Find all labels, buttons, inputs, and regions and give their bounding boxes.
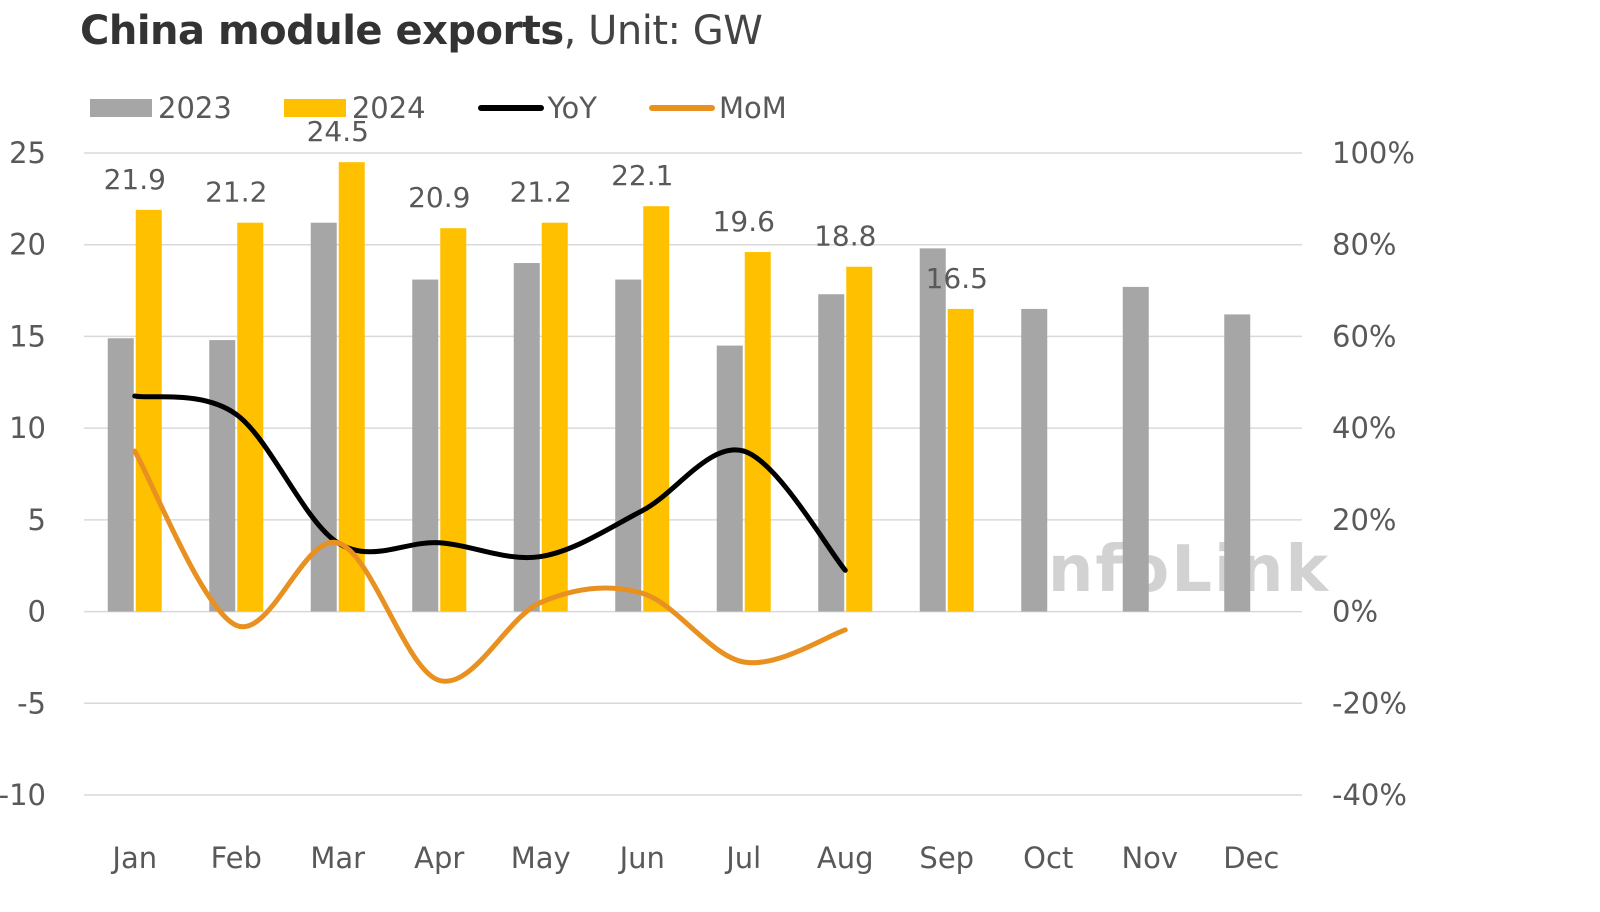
watermark-text: InfoLink — [1022, 533, 1330, 607]
y-left-tick-label: 15 — [9, 319, 46, 353]
bar-2024 — [846, 266, 873, 612]
y-left-tick-label: 10 — [9, 411, 46, 445]
y-right-tick-label: -20% — [1332, 686, 1407, 720]
bar-2024 — [643, 206, 670, 612]
legend-swatch-mom — [648, 105, 715, 111]
chart-title: China module exports, Unit: GW — [80, 8, 763, 54]
x-tick-label: Jan — [110, 841, 157, 875]
bar-2023 — [818, 294, 845, 612]
y-left-tick-label: 0 — [28, 595, 46, 629]
legend: 2023 2024 YoY MoM — [90, 88, 839, 128]
y-right-tick-label: 0% — [1332, 595, 1378, 629]
bar-2024 — [541, 222, 568, 612]
bar-2023 — [513, 263, 540, 612]
data-label-2024: 18.8 — [814, 220, 876, 253]
y-left-tick-label: 5 — [28, 503, 46, 537]
y-right-tick-label: 20% — [1332, 503, 1396, 537]
legend-swatch-yoy — [477, 105, 544, 111]
y-right-tick-label: -40% — [1332, 778, 1407, 812]
x-tick-label: Apr — [414, 841, 464, 875]
data-label-2024: 21.9 — [104, 163, 166, 196]
y-right-tick-label: 60% — [1332, 319, 1396, 353]
bar-2023 — [615, 279, 642, 612]
x-tick-label: Nov — [1121, 841, 1178, 875]
data-label-2024: 24.5 — [307, 115, 369, 148]
bar-2023 — [1021, 308, 1048, 612]
legend-item-mom: MoM — [648, 91, 787, 125]
data-label-2024: 21.2 — [205, 176, 267, 209]
data-label-2024: 21.2 — [510, 176, 572, 209]
bar-2023 — [1122, 286, 1149, 612]
x-tick-label: Sep — [919, 841, 974, 875]
axis-ticks-layer: 25 100% 20 80% 15 60% 10 40% 5 20% 0 0% -5 -20% -10 -40… — [0, 136, 1415, 875]
legend-item-2024: 2024 — [283, 91, 426, 125]
bar-2024 — [338, 162, 365, 612]
legend-label-yoy: YoY — [547, 91, 597, 125]
data-label-2024: 22.1 — [611, 159, 673, 192]
y-left-tick-label: 20 — [9, 228, 46, 262]
data-label-2024: 16.5 — [926, 262, 988, 295]
legend-swatch-2023 — [90, 99, 152, 117]
bar-2023 — [919, 248, 946, 612]
watermark-layer: InfoLink — [1022, 533, 1330, 607]
x-tick-label: Feb — [211, 841, 262, 875]
x-tick-label: Dec — [1223, 841, 1279, 875]
bar-2023 — [412, 279, 439, 612]
bar-2024 — [744, 252, 771, 612]
gridlines — [84, 152, 1302, 796]
y-right-tick-label: 40% — [1332, 411, 1396, 445]
chart-title-unit: , Unit: GW — [563, 8, 763, 54]
data-label-2024: 19.6 — [713, 205, 775, 238]
bar-2024 — [947, 308, 974, 612]
lines-layer — [132, 393, 848, 684]
legend-label-mom: MoM — [718, 91, 787, 125]
chart-title-bold: China module exports — [80, 8, 564, 54]
y-left-tick-label: -10 — [0, 778, 46, 812]
bar-2023 — [107, 338, 134, 612]
x-tick-label: Aug — [817, 841, 874, 875]
mom-line — [132, 448, 848, 684]
x-tick-label: Mar — [310, 841, 365, 875]
data-label-2024: 20.9 — [408, 181, 470, 214]
x-tick-label: May — [511, 841, 571, 875]
legend-item-yoy: YoY — [477, 91, 597, 125]
bars-layer — [107, 162, 1251, 612]
bar-2024 — [135, 209, 162, 612]
y-right-tick-label: 80% — [1332, 228, 1396, 262]
x-tick-label: Oct — [1023, 841, 1073, 875]
data-labels-layer: 21.9 21.2 24.5 20.9 21.2 22.1 19.6 18.8 16.5 — [104, 115, 988, 295]
bar-2023 — [209, 340, 236, 612]
legend-label-2024: 2024 — [351, 91, 426, 125]
bar-2023 — [1224, 314, 1251, 612]
y-left-tick-label: 25 — [9, 136, 46, 170]
y-right-tick-label: 100% — [1332, 136, 1415, 170]
legend-item-2023: 2023 — [90, 91, 232, 125]
bar-2024 — [440, 228, 467, 612]
y-left-tick-label: -5 — [17, 686, 46, 720]
x-tick-label: Jun — [618, 841, 665, 875]
legend-swatch-2024 — [283, 99, 346, 117]
x-tick-label: Jul — [724, 841, 761, 875]
legend-label-2023: 2023 — [158, 91, 232, 125]
yoy-line — [132, 393, 848, 573]
bar-2023 — [716, 345, 743, 612]
